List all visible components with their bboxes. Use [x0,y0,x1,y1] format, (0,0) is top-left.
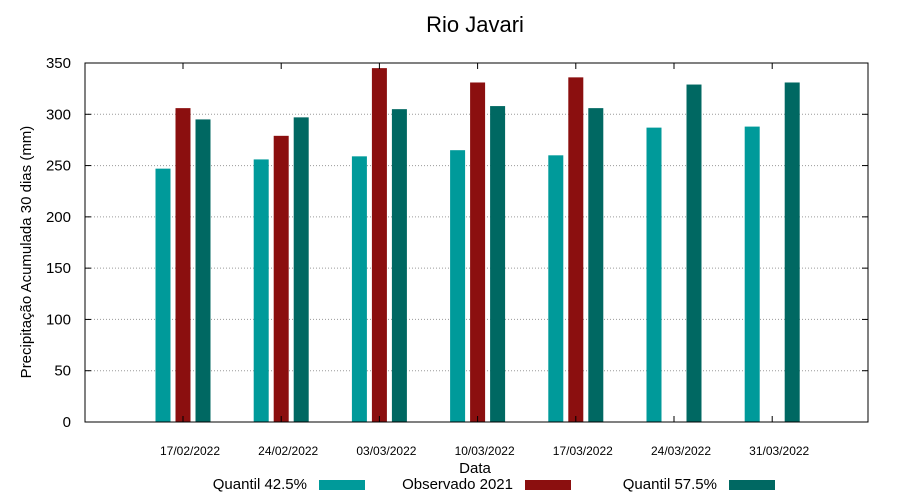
bar-series-2 [784,82,800,422]
bar-series-2 [391,109,407,423]
x-tick-label: 24/02/2022 [258,444,318,458]
legend-label: Quantil 42.5% [213,476,307,493]
bar-series-0 [548,155,564,423]
bars [155,68,800,423]
bar-series-0 [450,150,466,422]
bar-series-2 [293,117,309,422]
x-tick-label: 24/03/2022 [651,444,711,458]
legend: Quantil 42.5% Observado 2021 Quantil 57.5% [213,476,775,493]
y-tick-label: 150 [46,260,71,277]
y-tick-label: 100 [46,311,71,328]
x-axis-label: Data [459,460,491,477]
y-tick-label: 50 [54,363,71,380]
bar-series-1 [568,77,584,423]
y-tick-label: 0 [63,414,71,431]
x-axis: 17/02/2022 24/02/2022 03/03/2022 10/03/2022… [160,63,810,458]
x-tick-label: 17/03/2022 [553,444,613,458]
bar-series-2 [195,119,211,423]
bar-series-0 [646,127,662,423]
y-tick-label: 350 [46,55,71,72]
x-tick-label: 03/03/2022 [356,444,416,458]
bar-series-0 [744,126,760,422]
y-axis-label: Precipitação Acumulada 30 dias (mm) [18,126,35,379]
x-tick-label: 31/03/2022 [749,444,809,458]
chart-title: Rio Javari [426,12,524,37]
bar-series-2 [686,84,702,422]
x-tick-label: 17/02/2022 [160,444,220,458]
bar-series-0 [155,168,171,422]
bar-series-2 [588,108,604,422]
legend-label: Quantil 57.5% [623,476,717,493]
x-tick-label: 10/03/2022 [455,444,515,458]
bar-series-2 [490,106,506,422]
bar-series-1 [273,135,289,422]
legend-swatch [525,480,571,490]
plot-frame [84,62,869,423]
y-tick-label: 300 [46,106,71,123]
bar-series-1 [371,68,387,422]
bar-series-0 [351,156,367,422]
legend-label: Observado 2021 [402,476,513,493]
bar-series-1 [175,108,191,422]
y-tick-label: 250 [46,158,71,175]
legend-swatch [319,480,365,490]
bar-series-0 [253,159,269,422]
legend-swatch [729,480,775,490]
bar-series-1 [470,82,486,422]
y-tick-label: 200 [46,209,71,226]
y-axis: 0 50 100 150 200 250 300 350 [46,55,868,431]
